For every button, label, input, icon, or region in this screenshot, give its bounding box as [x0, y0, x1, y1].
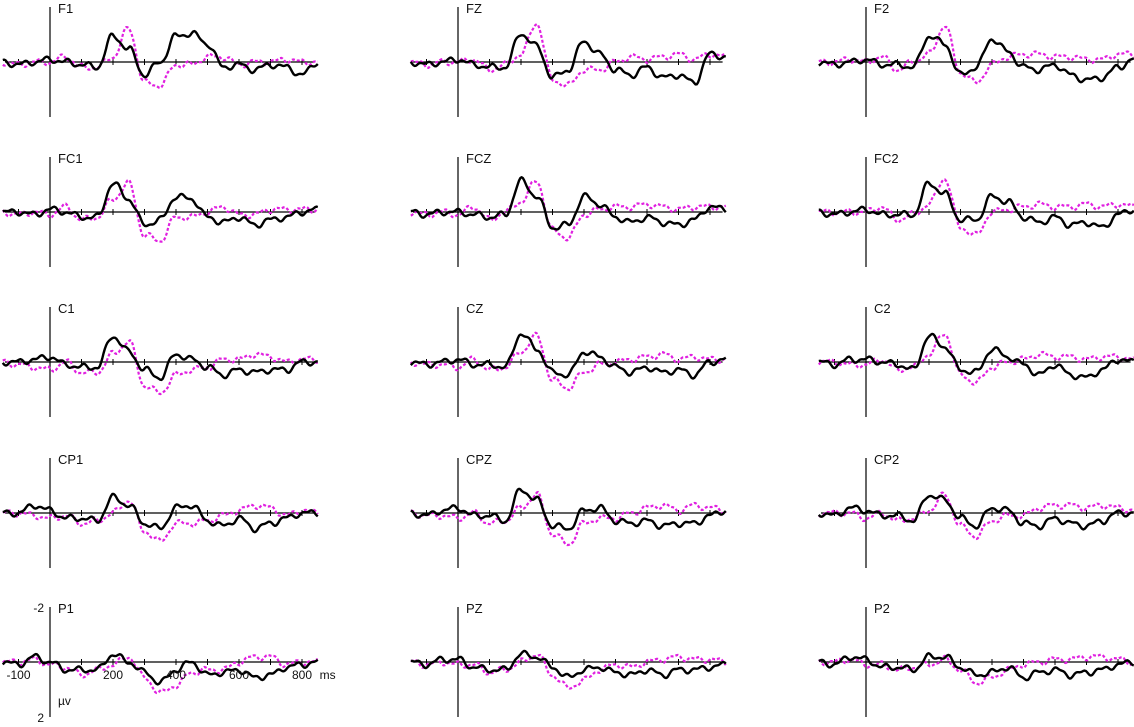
- panel-fc1: FC1: [1, 151, 319, 267]
- series-condition-a: [2, 492, 319, 534]
- series-condition-b: [410, 653, 727, 690]
- series-condition-b: [2, 339, 319, 396]
- x-tick-label: 400: [166, 668, 186, 682]
- series-condition-a: [818, 180, 1134, 229]
- channel-label: FCZ: [466, 151, 491, 166]
- series-condition-b: [818, 491, 1134, 541]
- channel-label: CPZ: [466, 452, 492, 467]
- y-tick-label: 2: [37, 711, 44, 725]
- series-condition-a: [410, 649, 727, 680]
- x-tick-label: 800: [292, 668, 312, 682]
- channel-label: C2: [874, 301, 891, 316]
- panel-f2: F2: [818, 1, 1134, 117]
- panel-cz: CZ: [409, 301, 727, 417]
- series-condition-b: [818, 178, 1134, 236]
- panel-cp1: CP1: [2, 452, 319, 568]
- series-condition-b: [409, 331, 726, 392]
- series-condition-a: [409, 34, 726, 86]
- panel-p1: P1 -100 200 400 600 800 ms -2 2 µv: [1, 601, 336, 725]
- series-condition-a: [817, 494, 1134, 531]
- channel-label: F1: [58, 1, 73, 16]
- x-tick-label: -100: [6, 668, 30, 682]
- series-condition-b: [2, 653, 319, 695]
- panel-f1: F1: [2, 1, 319, 117]
- channel-label: CP1: [58, 452, 83, 467]
- channel-label: F2: [874, 1, 889, 16]
- channel-label: CZ: [466, 301, 483, 316]
- panel-c2: C2: [817, 301, 1134, 417]
- panel-fc2: FC2: [818, 151, 1134, 267]
- series-condition-a: [1, 652, 319, 686]
- channel-label: PZ: [466, 601, 483, 616]
- panel-pz: PZ: [410, 601, 727, 717]
- series-condition-b: [410, 23, 726, 88]
- series-condition-a: [410, 176, 727, 231]
- panel-p2: P2: [818, 601, 1134, 717]
- panel-cpz: CPZ: [410, 452, 727, 568]
- channel-label: FZ: [466, 1, 482, 16]
- series-condition-a: [818, 652, 1134, 682]
- series-condition-a: [818, 332, 1134, 381]
- channel-label: C1: [58, 301, 75, 316]
- series-condition-b: [1, 178, 319, 243]
- x-tick-label: 600: [229, 668, 249, 682]
- panel-cp2: CP2: [817, 452, 1134, 568]
- series-condition-a: [818, 35, 1134, 84]
- channel-label: FC2: [874, 151, 899, 166]
- series-condition-a: [1, 336, 318, 382]
- y-unit-label: µv: [58, 694, 71, 708]
- series-condition-b: [818, 25, 1134, 85]
- panel-fz: FZ: [409, 1, 726, 117]
- channel-label: FC1: [58, 151, 83, 166]
- channel-label: CP2: [874, 452, 899, 467]
- series-condition-b: [410, 490, 727, 547]
- channel-label: P2: [874, 601, 890, 616]
- series-condition-a: [2, 29, 319, 79]
- series-condition-a: [410, 487, 727, 531]
- series-condition-a: [2, 181, 319, 229]
- y-tick-label: -2: [33, 601, 44, 615]
- x-tick-label: 200: [103, 668, 123, 682]
- series-condition-b: [817, 333, 1134, 386]
- series-condition-b: [2, 500, 319, 542]
- panel-c1: C1: [1, 301, 319, 417]
- x-unit-label: ms: [320, 668, 336, 682]
- panel-fcz: FCZ: [410, 151, 727, 267]
- channel-label: P1: [58, 601, 74, 616]
- series-condition-a: [409, 333, 727, 380]
